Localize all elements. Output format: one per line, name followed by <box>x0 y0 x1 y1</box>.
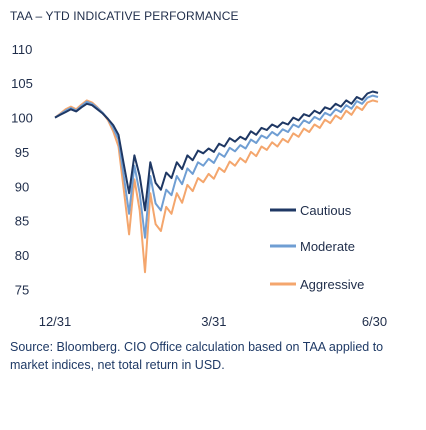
y-tick-label: 80 <box>15 248 29 263</box>
y-tick-label: 110 <box>12 42 33 57</box>
y-tick-label: 100 <box>11 111 33 126</box>
x-tick-label: 3/31 <box>201 314 226 329</box>
y-axis-ticks: 110 105 100 95 90 85 80 75 <box>11 42 33 298</box>
source-note: Source: Bloomberg. CIO Office calculatio… <box>10 340 384 372</box>
performance-chart: TAA – YTD INDICATIVE PERFORMANCE 1101051… <box>10 9 402 329</box>
y-tick-label: 105 <box>11 76 33 91</box>
chart-title: TAA – YTD INDICATIVE PERFORMANCE <box>10 9 239 23</box>
x-axis-ticks: 12/31 3/31 6/30 <box>39 314 387 329</box>
series-line-cautious <box>54 90 379 212</box>
x-tick-label: 6/30 <box>362 314 387 329</box>
y-tick-label: 95 <box>15 145 29 160</box>
legend-background <box>262 270 402 292</box>
legend-label-moderate: Moderate <box>300 239 355 254</box>
legend-label-cautious: Cautious <box>300 203 352 218</box>
y-tick-label: 85 <box>15 214 29 229</box>
x-tick-label: 12/31 <box>39 314 72 329</box>
y-tick-label: 75 <box>15 282 29 297</box>
legend-background <box>262 232 402 254</box>
y-tick-label: 90 <box>15 179 29 194</box>
legend: Cautious Moderate Aggressive <box>262 196 402 292</box>
legend-label-aggressive: Aggressive <box>300 277 364 292</box>
legend-background <box>262 196 402 218</box>
series-lines <box>54 90 379 274</box>
